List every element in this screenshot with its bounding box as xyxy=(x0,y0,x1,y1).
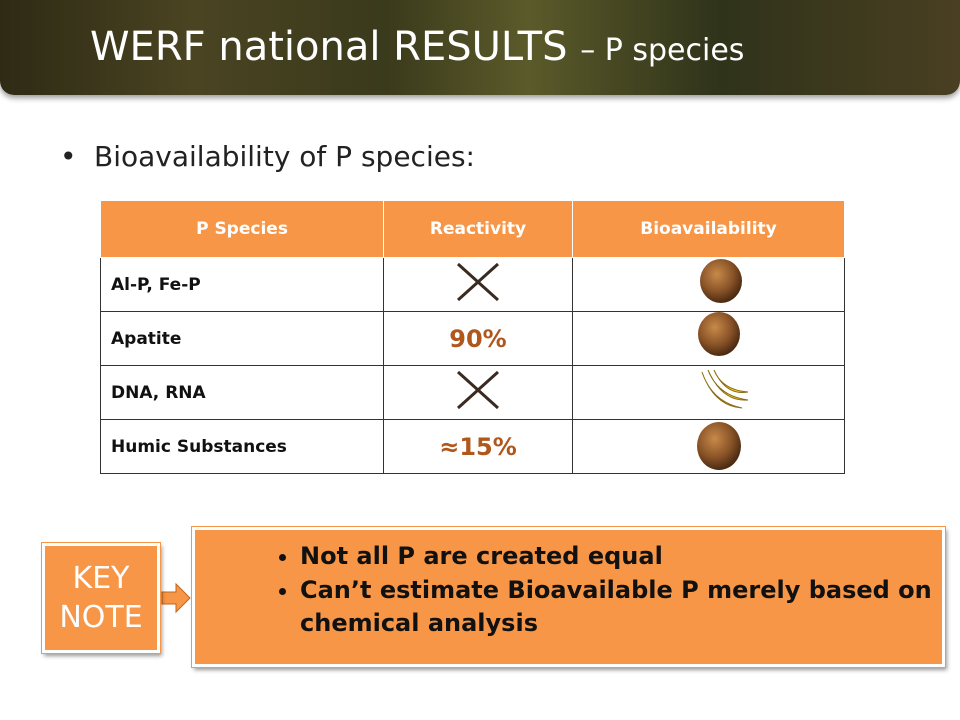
species-cell: Al-P, Fe-P xyxy=(100,257,384,312)
notes-list: Not all P are created equalCan’t estimat… xyxy=(265,540,942,641)
bullet: Bioavailability of P species: xyxy=(60,140,475,173)
header-row: P Species Reactivity Bioavailability xyxy=(100,200,845,258)
note-point: Can’t estimate Bioavailable P merely bas… xyxy=(300,574,942,641)
reactivity-cell: ≈15% xyxy=(383,419,573,474)
cross xyxy=(456,262,500,301)
title-main: WERF national RESULTS xyxy=(90,24,568,70)
notes-box: Not all P are created equalCan’t estimat… xyxy=(192,527,945,667)
species-table: P Species Reactivity Bioavailability Al-P,… xyxy=(100,200,845,474)
arrow xyxy=(161,582,191,614)
cross xyxy=(456,370,500,409)
species-cell: Humic Substances xyxy=(100,419,384,474)
key-note-label: KEY NOTE xyxy=(59,561,143,635)
col-header: P Species xyxy=(100,200,384,258)
species-cell: Apatite xyxy=(100,311,384,366)
reactivity-cell: 90% xyxy=(383,311,573,366)
bullet-text: Bioavailability of P species: xyxy=(94,140,475,173)
key-note-box: KEY NOTE xyxy=(42,543,160,653)
bio-cell xyxy=(572,257,845,312)
bio-cell xyxy=(572,311,845,366)
table-row: DNA, RNA xyxy=(100,365,845,420)
table-row: Apatite 90% xyxy=(100,311,845,366)
title-banner xyxy=(0,0,960,95)
table-row: Al-P, Fe-P xyxy=(100,257,845,312)
rows: Al-P, Fe-P Apatite 90% DNA, RNA Humic Substa… xyxy=(100,257,845,474)
note-point: Not all P are created equal xyxy=(300,540,942,574)
species-cell: DNA, RNA xyxy=(100,365,384,420)
bio-cell xyxy=(572,365,845,420)
table-row: Humic Substances ≈15% xyxy=(100,419,845,474)
bio-cell xyxy=(572,419,845,474)
reactivity-cell xyxy=(383,365,573,420)
title: WERF national RESULTS – P species xyxy=(90,24,744,70)
col-header: Reactivity xyxy=(383,200,573,258)
title-sub: – P species xyxy=(580,33,745,68)
reactivity-cell xyxy=(383,257,573,312)
col-header: Bioavailability xyxy=(572,200,845,258)
